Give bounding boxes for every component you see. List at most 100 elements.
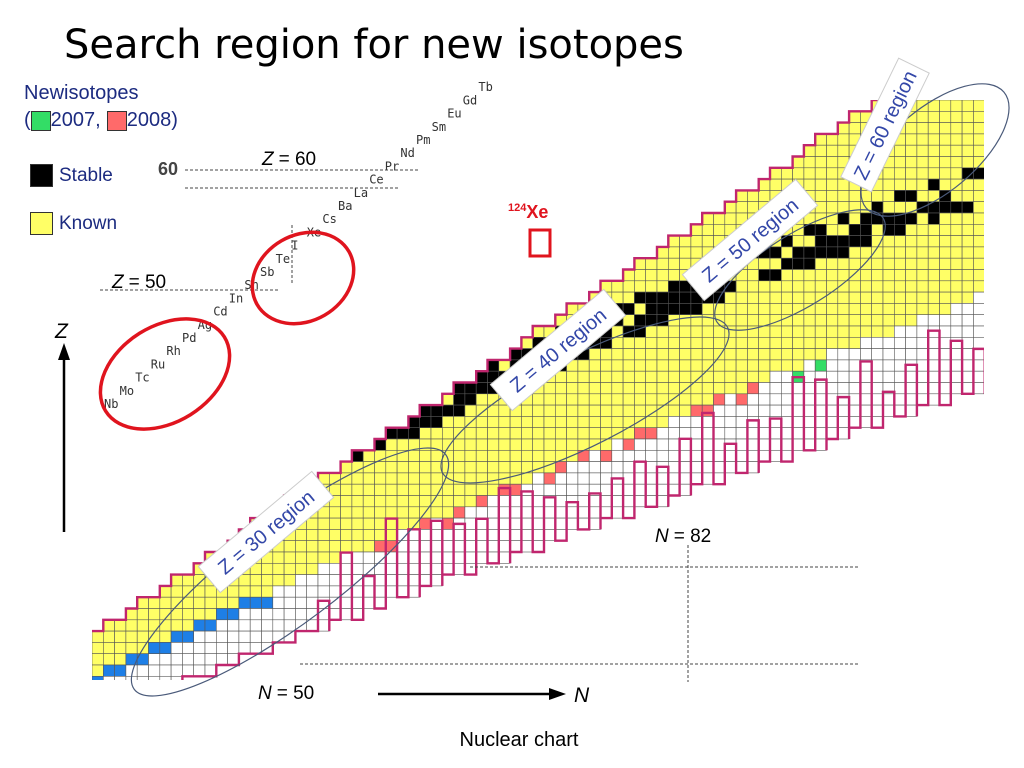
isotope-cell [317, 551, 330, 564]
isotope-cell [780, 370, 793, 383]
isotope-cell [419, 483, 432, 496]
isotope-cell [792, 167, 805, 180]
isotope-cell [860, 416, 873, 428]
isotope-cell [227, 596, 240, 609]
isotope-cell [679, 438, 692, 451]
isotope-cell [860, 224, 873, 236]
isotope-cell [521, 427, 534, 440]
isotope-cell [543, 529, 556, 542]
isotope-cell [487, 540, 500, 553]
isotope-cell [396, 472, 409, 485]
isotope-cell [690, 336, 703, 349]
isotope-cell [634, 314, 647, 327]
isotope-cell [814, 133, 827, 146]
isotope-cell [724, 325, 737, 338]
isotope-cell [927, 257, 940, 270]
isotope-cell [837, 416, 850, 428]
legend-years: ( 2007, 2008) [24, 107, 178, 134]
element-label: Tb [478, 80, 492, 94]
isotope-cell [645, 359, 658, 372]
isotope-cell [317, 540, 330, 553]
isotope-cell [498, 427, 511, 440]
isotope-cell [814, 235, 827, 248]
neutron-search-boundary [181, 329, 984, 680]
isotope-cell [656, 427, 669, 440]
isotope-cell [985, 134, 996, 145]
isotope-cell [148, 675, 161, 680]
isotope-cell [645, 269, 658, 282]
isotope-cell [283, 585, 296, 598]
isotope-cell [92, 675, 104, 680]
isotope-cell [916, 167, 929, 180]
isotope-cell [939, 269, 952, 282]
isotope-cell [927, 133, 940, 146]
isotope-cell [509, 427, 522, 440]
isotope-cell [543, 483, 556, 496]
isotope-cell [193, 585, 206, 598]
page-title: Search region for new isotopes [64, 22, 684, 68]
isotope-cell [521, 438, 534, 451]
isotope-cell [950, 291, 963, 304]
isotope-cell [475, 495, 488, 508]
isotope-cell [735, 303, 748, 315]
isotope-cell [509, 416, 522, 428]
isotope-cell [837, 393, 850, 406]
isotope-cell [871, 269, 884, 282]
isotope-cell [532, 483, 545, 496]
isotope-cell [701, 461, 714, 474]
isotope-cell [713, 461, 726, 474]
isotope-cell [656, 325, 669, 338]
isotope-cell [893, 325, 906, 338]
isotope-cell [374, 506, 387, 519]
isotope-cell [645, 325, 658, 338]
isotope-cell [453, 404, 466, 417]
isotope-cell [634, 472, 647, 485]
isotope-cell [973, 280, 984, 293]
isotope-cell [837, 359, 850, 372]
isotope-cell [114, 675, 127, 680]
isotope-cell [792, 393, 805, 406]
isotope-cell [837, 382, 850, 395]
isotope-cell [882, 167, 895, 180]
isotope-cell [961, 122, 974, 135]
isotope-cell [780, 303, 793, 315]
isotope-cell [464, 404, 477, 417]
isotope-cell [475, 370, 488, 383]
isotope-cell [453, 506, 466, 519]
isotope-cell [272, 585, 285, 598]
isotope-cell [103, 653, 115, 666]
isotope-cell [328, 551, 341, 564]
isotope-cell [521, 529, 534, 542]
isotope-cell [973, 122, 984, 135]
isotope-cell [498, 495, 511, 508]
isotope-cell [826, 269, 839, 282]
isotope-cell [396, 517, 409, 530]
isotope-cell [848, 280, 861, 293]
isotope-cell [814, 190, 827, 202]
isotope-cell [792, 235, 805, 248]
isotope-cell [464, 382, 477, 395]
isotope-cell [758, 370, 771, 383]
isotope-cell [961, 314, 974, 327]
isotope-cell [826, 314, 839, 327]
isotope-cell [826, 416, 839, 428]
isotope-cell [871, 280, 884, 293]
isotope-cell [679, 382, 692, 395]
isotope-cell [690, 438, 703, 451]
isotope-cell [295, 585, 307, 598]
isotope-cell [362, 506, 375, 519]
isotope-cell [295, 540, 307, 553]
swatch-2008 [106, 110, 127, 131]
isotope-cell [554, 529, 567, 542]
isotope-cell [837, 291, 850, 304]
isotope-cell [950, 269, 963, 282]
isotope-cell [159, 630, 172, 643]
isotope-cell [803, 438, 816, 451]
isotope-cell [475, 404, 488, 417]
isotope-cell [973, 111, 984, 123]
isotope-cell [939, 235, 952, 248]
z50-label: Z = 50 [111, 272, 166, 293]
isotope-cell [600, 472, 613, 485]
isotope-cell [306, 517, 319, 530]
isotope-cell [882, 269, 895, 282]
